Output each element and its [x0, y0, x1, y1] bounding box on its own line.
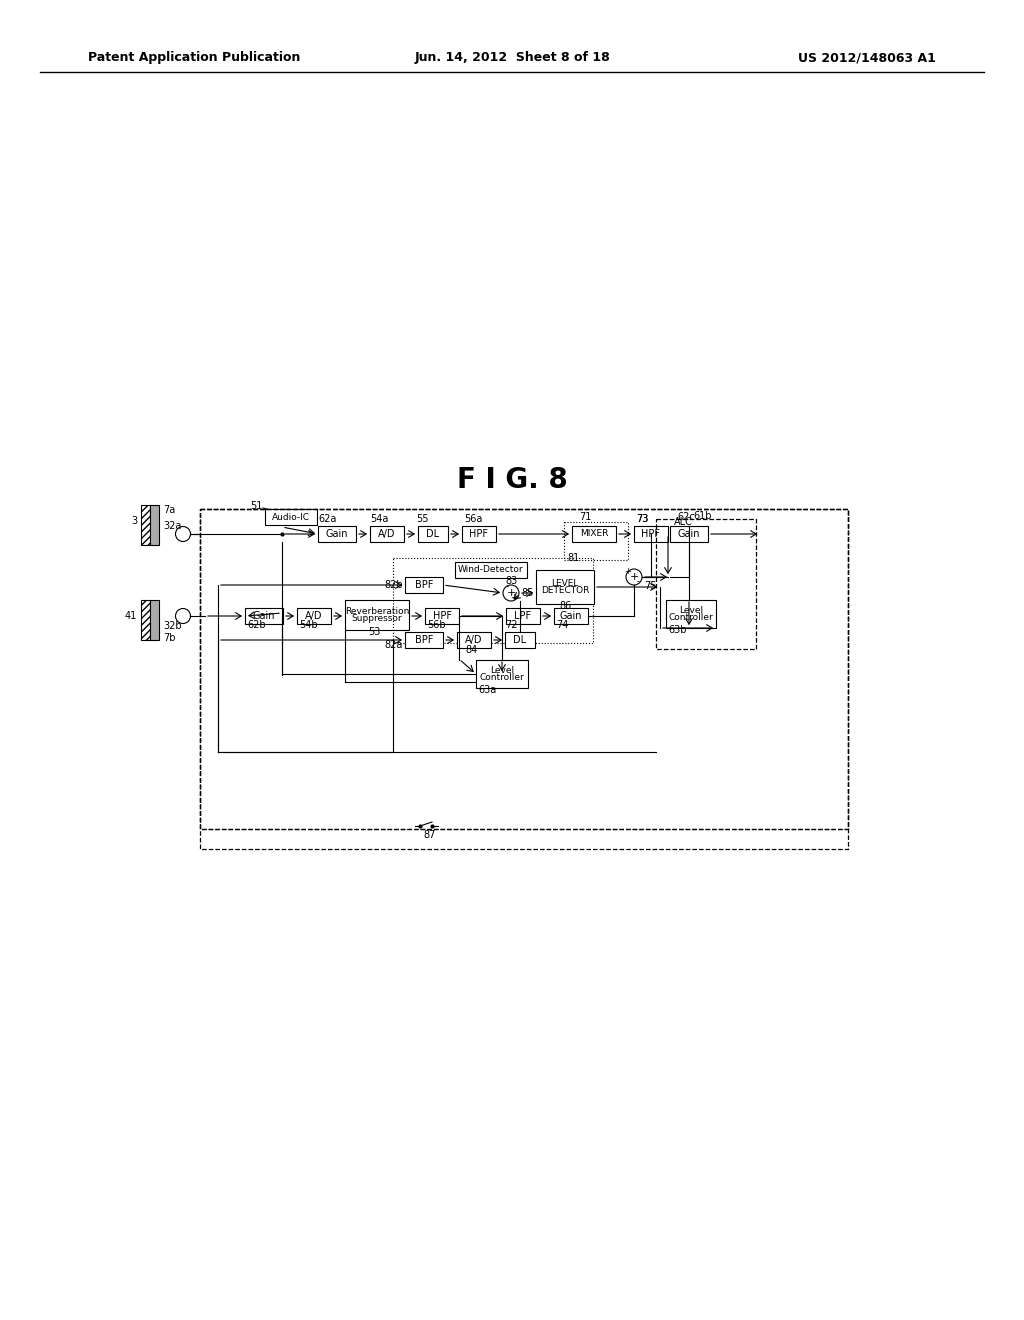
- Text: 85: 85: [521, 587, 534, 598]
- FancyBboxPatch shape: [462, 525, 496, 543]
- FancyBboxPatch shape: [406, 632, 443, 648]
- Text: HPF: HPF: [469, 529, 488, 539]
- Text: 54a: 54a: [370, 513, 388, 524]
- FancyBboxPatch shape: [536, 570, 594, 605]
- Text: 56b: 56b: [427, 620, 445, 630]
- Text: 3: 3: [131, 516, 137, 525]
- Text: DETECTOR: DETECTOR: [541, 586, 589, 595]
- Text: A/D: A/D: [465, 635, 482, 645]
- Text: Gain: Gain: [326, 529, 348, 539]
- Text: US 2012/148063 A1: US 2012/148063 A1: [798, 51, 936, 65]
- FancyBboxPatch shape: [425, 609, 459, 624]
- FancyBboxPatch shape: [634, 525, 668, 543]
- Text: +: +: [625, 568, 632, 577]
- Text: Suppressor: Suppressor: [351, 614, 402, 623]
- Text: 81: 81: [567, 553, 580, 564]
- Text: -: -: [506, 582, 509, 591]
- FancyBboxPatch shape: [418, 525, 449, 543]
- Text: 82b: 82b: [384, 579, 403, 590]
- Text: A/D: A/D: [378, 529, 395, 539]
- Text: 73: 73: [636, 513, 648, 524]
- Text: Level: Level: [489, 667, 514, 675]
- Text: A/D: A/D: [305, 611, 323, 620]
- Text: BPF: BPF: [415, 635, 433, 645]
- FancyBboxPatch shape: [455, 562, 527, 578]
- Text: ALC: ALC: [674, 517, 693, 527]
- Text: 32b: 32b: [163, 620, 181, 631]
- Text: DL: DL: [513, 635, 526, 645]
- Text: 83: 83: [505, 576, 517, 586]
- FancyBboxPatch shape: [506, 609, 540, 624]
- Text: 41: 41: [125, 611, 137, 620]
- Bar: [141, 506, 150, 545]
- Text: Jun. 14, 2012  Sheet 8 of 18: Jun. 14, 2012 Sheet 8 of 18: [414, 51, 610, 65]
- FancyBboxPatch shape: [406, 577, 443, 593]
- Text: 62b: 62b: [247, 620, 265, 630]
- FancyBboxPatch shape: [297, 609, 331, 624]
- Text: MIXER: MIXER: [580, 529, 608, 539]
- Text: 54b: 54b: [299, 620, 317, 630]
- Text: 84: 84: [466, 645, 478, 655]
- Text: 73: 73: [636, 513, 648, 524]
- Text: 55: 55: [416, 513, 428, 524]
- FancyBboxPatch shape: [476, 660, 528, 688]
- Bar: [150, 601, 159, 640]
- Text: +: +: [511, 594, 517, 602]
- FancyBboxPatch shape: [245, 609, 283, 624]
- Text: 71: 71: [579, 512, 591, 521]
- Text: Reverberation: Reverberation: [345, 607, 410, 616]
- Text: Gain: Gain: [253, 611, 275, 620]
- Text: +: +: [630, 572, 639, 582]
- Text: 87: 87: [424, 830, 436, 840]
- Text: Level: Level: [679, 606, 703, 615]
- Text: 7b: 7b: [163, 634, 175, 643]
- Text: 61b: 61b: [693, 511, 712, 521]
- Text: 86: 86: [559, 601, 571, 611]
- Text: 62c: 62c: [677, 512, 695, 521]
- Text: 51: 51: [251, 502, 263, 511]
- FancyBboxPatch shape: [554, 609, 588, 624]
- FancyBboxPatch shape: [318, 525, 356, 543]
- Text: +: +: [506, 587, 516, 598]
- Text: Wind-Detector: Wind-Detector: [458, 565, 524, 574]
- Text: 62a: 62a: [318, 513, 336, 524]
- FancyBboxPatch shape: [345, 601, 409, 630]
- FancyBboxPatch shape: [572, 525, 616, 543]
- FancyBboxPatch shape: [505, 632, 535, 648]
- FancyBboxPatch shape: [457, 632, 490, 648]
- Text: BPF: BPF: [415, 579, 433, 590]
- Text: Audio-IC: Audio-IC: [272, 512, 310, 521]
- Text: 74: 74: [556, 620, 568, 630]
- Text: 72: 72: [505, 620, 517, 630]
- FancyBboxPatch shape: [265, 510, 317, 525]
- Text: Gain: Gain: [560, 611, 583, 620]
- Text: HPF: HPF: [641, 529, 660, 539]
- FancyBboxPatch shape: [670, 525, 708, 543]
- Text: Controller: Controller: [479, 673, 524, 682]
- FancyBboxPatch shape: [666, 601, 716, 628]
- Text: HPF: HPF: [432, 611, 452, 620]
- Text: 56a: 56a: [464, 513, 482, 524]
- Text: 63a: 63a: [478, 685, 497, 696]
- Text: 53: 53: [368, 627, 380, 638]
- Text: -: -: [637, 578, 640, 586]
- Text: F I G. 8: F I G. 8: [457, 466, 567, 494]
- Text: Gain: Gain: [678, 529, 700, 539]
- Text: Patent Application Publication: Patent Application Publication: [88, 51, 300, 65]
- Text: 7a: 7a: [163, 506, 175, 515]
- Text: 63b: 63b: [668, 624, 686, 635]
- Text: Controller: Controller: [669, 612, 714, 622]
- Text: 82a: 82a: [385, 640, 403, 649]
- Text: 32a: 32a: [163, 521, 181, 531]
- Bar: [141, 601, 150, 640]
- Bar: [150, 506, 159, 545]
- FancyBboxPatch shape: [370, 525, 404, 543]
- Text: DL: DL: [426, 529, 439, 539]
- Text: LEVEL: LEVEL: [551, 579, 579, 587]
- Text: LPF: LPF: [514, 611, 531, 620]
- Text: 75: 75: [644, 581, 656, 591]
